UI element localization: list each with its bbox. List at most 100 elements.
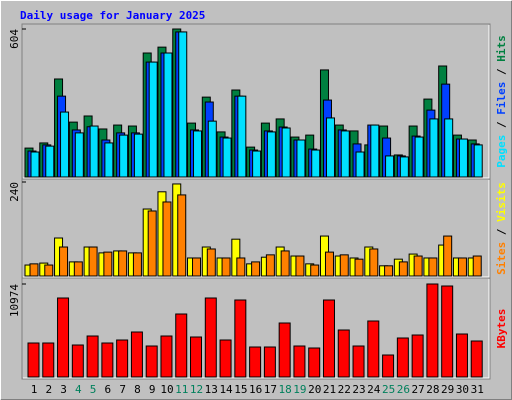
- bar: [130, 331, 143, 378]
- bar: [101, 342, 114, 378]
- bar: [133, 133, 143, 178]
- x-tick-label: 6: [105, 383, 112, 396]
- bar: [234, 299, 247, 378]
- bar: [355, 151, 365, 178]
- legend-separator: /: [495, 222, 508, 242]
- x-tick-label: 29: [441, 383, 454, 396]
- bar: [265, 254, 275, 277]
- bar: [382, 354, 395, 378]
- bar: [443, 235, 453, 277]
- bar: [472, 255, 482, 277]
- bar: [237, 95, 247, 178]
- bar: [354, 258, 364, 277]
- bar: [163, 52, 173, 178]
- bar: [193, 130, 203, 178]
- bar: [266, 131, 276, 178]
- x-tick-label: 25: [382, 383, 395, 396]
- y-tick-label: 10974: [8, 284, 21, 317]
- bar: [162, 201, 172, 277]
- bar: [293, 345, 306, 378]
- bar: [308, 347, 321, 378]
- x-tick-label: 27: [412, 383, 425, 396]
- bar: [278, 322, 291, 378]
- bar: [428, 257, 438, 277]
- bar: [281, 127, 291, 178]
- bar: [73, 261, 83, 277]
- bar: [88, 246, 98, 277]
- x-tick-label: 1: [31, 383, 38, 396]
- bar: [204, 297, 217, 378]
- bar: [89, 125, 99, 178]
- bar: [104, 142, 114, 178]
- bar: [340, 130, 350, 178]
- bar: [411, 334, 424, 378]
- bar: [444, 118, 454, 178]
- x-tick-label: 3: [60, 383, 67, 396]
- x-tick-label: 31: [471, 383, 484, 396]
- bar: [324, 251, 334, 277]
- x-tick-label: 21: [323, 383, 336, 396]
- x-tick-label: 5: [90, 383, 97, 396]
- bar: [148, 61, 158, 178]
- bar: [296, 139, 306, 178]
- bar: [429, 118, 439, 178]
- legend: Sites / Visits: [495, 182, 508, 275]
- bar: [145, 345, 158, 378]
- x-tick-label: 20: [308, 383, 321, 396]
- x-tick-label: 9: [149, 383, 156, 396]
- bar: [414, 136, 424, 178]
- x-tick-label: 30: [456, 383, 469, 396]
- bar: [177, 194, 187, 277]
- bar: [57, 297, 70, 378]
- bar: [160, 335, 173, 378]
- bar: [60, 111, 70, 178]
- bar: [470, 340, 483, 378]
- x-tick-label: 15: [234, 383, 247, 396]
- legend: Pages / Files / Hits: [495, 35, 508, 168]
- y-tick-label: 240: [8, 182, 21, 202]
- bar: [369, 248, 379, 277]
- x-tick-label: 10: [160, 383, 173, 396]
- bar: [236, 257, 246, 277]
- bar: [385, 155, 395, 178]
- bar: [370, 124, 380, 178]
- x-tick-label: 17: [264, 383, 277, 396]
- bar: [398, 261, 408, 277]
- bar: [190, 336, 203, 378]
- bar: [252, 150, 262, 178]
- bar: [280, 250, 290, 277]
- bar: [103, 251, 113, 277]
- x-tick-label: 14: [219, 383, 233, 396]
- legend-entry: Hits: [495, 35, 508, 62]
- x-tick-label: 4: [75, 383, 82, 396]
- bar: [367, 320, 380, 378]
- x-tick-label: 19: [293, 383, 306, 396]
- bar: [86, 335, 99, 378]
- panel-bevel: [23, 25, 490, 179]
- panel-bevel: [23, 279, 490, 379]
- bar: [42, 342, 55, 378]
- bar: [118, 250, 128, 277]
- x-tick-label: 26: [397, 383, 410, 396]
- x-tick-label: 22: [338, 383, 351, 396]
- x-tick-label: 11: [175, 383, 188, 396]
- bar: [325, 117, 335, 178]
- bar: [147, 210, 157, 277]
- bar: [59, 246, 69, 277]
- bar: [29, 263, 39, 277]
- bar: [221, 257, 231, 277]
- bar: [457, 257, 467, 277]
- bar: [473, 144, 483, 178]
- legend-entry: Sites: [495, 242, 508, 275]
- bar: [44, 264, 54, 277]
- legend-separator: /: [495, 115, 508, 135]
- bar: [132, 252, 142, 277]
- bar: [384, 265, 394, 277]
- bar: [222, 137, 232, 178]
- bar: [322, 299, 335, 378]
- bar: [339, 254, 349, 277]
- y-tick-label: 604: [8, 29, 21, 49]
- bar: [455, 333, 468, 378]
